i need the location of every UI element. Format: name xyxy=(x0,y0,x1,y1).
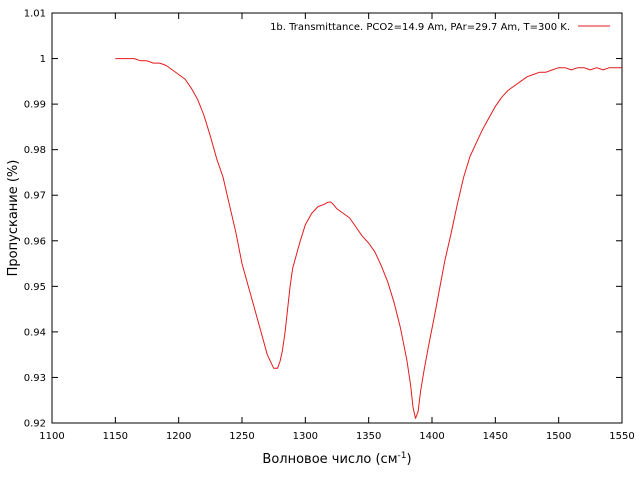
y-tick-label: 0.99 xyxy=(24,100,46,111)
y-tick-label: 0.97 xyxy=(24,191,46,202)
x-tick-label: 1250 xyxy=(229,431,254,442)
y-tick-label: 0.95 xyxy=(24,282,46,293)
x-axis-title-suffix: ) xyxy=(406,452,411,467)
legend: 1b. Transmittance. PCO2=14.9 Am, PAr=29.… xyxy=(270,22,610,33)
x-tick-label: 1400 xyxy=(419,431,444,442)
x-tick-label: 1450 xyxy=(483,431,508,442)
legend-label: 1b. Transmittance. PCO2=14.9 Am, PAr=29.… xyxy=(270,22,570,33)
axis-tick-labels: 1100 1150 1200 1250 1300 1350 1400 1450 1500 1550… xyxy=(24,9,635,443)
y-tick-label: 1.01 xyxy=(24,9,46,20)
y-tick-label: 0.92 xyxy=(24,419,46,430)
y-axis-title: Пропускание (%) xyxy=(6,160,21,277)
x-tick-label: 1500 xyxy=(546,431,571,442)
plot-frame xyxy=(51,12,623,424)
y-tick-label: 0.98 xyxy=(24,145,46,156)
y-tick-label: 1 xyxy=(40,54,46,65)
x-axis-title-superscript: -1 xyxy=(398,451,407,461)
y-tick-label: 0.96 xyxy=(24,236,46,247)
x-tick-label: 1150 xyxy=(103,431,128,442)
x-tick-label: 1200 xyxy=(166,431,191,442)
axis-ticks xyxy=(51,12,623,424)
x-tick-label: 1350 xyxy=(356,431,381,442)
x-tick-label: 1100 xyxy=(39,431,64,442)
series-layer xyxy=(115,58,622,419)
x-tick-label: 1550 xyxy=(609,431,634,442)
x-axis-title: Волновое число (см-1) xyxy=(262,451,411,467)
x-axis-title-main: Волновое число (см xyxy=(262,452,397,467)
y-tick-label: 0.93 xyxy=(24,373,46,384)
y-tick-label: 0.94 xyxy=(24,327,46,338)
x-tick-label: 1300 xyxy=(293,431,318,442)
series-line xyxy=(115,58,622,419)
